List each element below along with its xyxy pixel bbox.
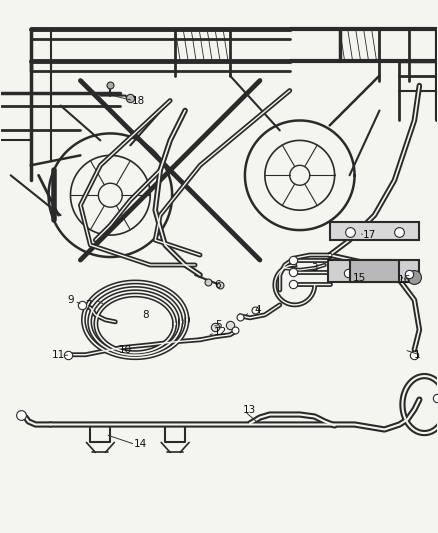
FancyBboxPatch shape <box>350 260 399 282</box>
Text: 8: 8 <box>142 310 148 320</box>
Text: 6: 6 <box>215 280 221 290</box>
Text: 17: 17 <box>363 230 376 240</box>
Text: 18: 18 <box>132 95 145 106</box>
Text: 7: 7 <box>85 300 92 310</box>
Text: 2: 2 <box>326 253 333 263</box>
Text: 12: 12 <box>213 327 226 337</box>
Text: 5: 5 <box>215 320 221 330</box>
Text: 15: 15 <box>353 273 366 283</box>
Text: 16: 16 <box>398 275 411 285</box>
FancyBboxPatch shape <box>328 260 419 282</box>
Text: 9: 9 <box>67 295 74 305</box>
Text: 1: 1 <box>414 350 420 360</box>
Text: 10: 10 <box>119 345 132 355</box>
Text: 11: 11 <box>52 350 65 360</box>
Text: 3: 3 <box>311 263 318 273</box>
Text: 4: 4 <box>254 305 261 315</box>
Text: 14: 14 <box>134 439 147 449</box>
FancyBboxPatch shape <box>330 222 419 240</box>
Text: 13: 13 <box>243 405 257 415</box>
